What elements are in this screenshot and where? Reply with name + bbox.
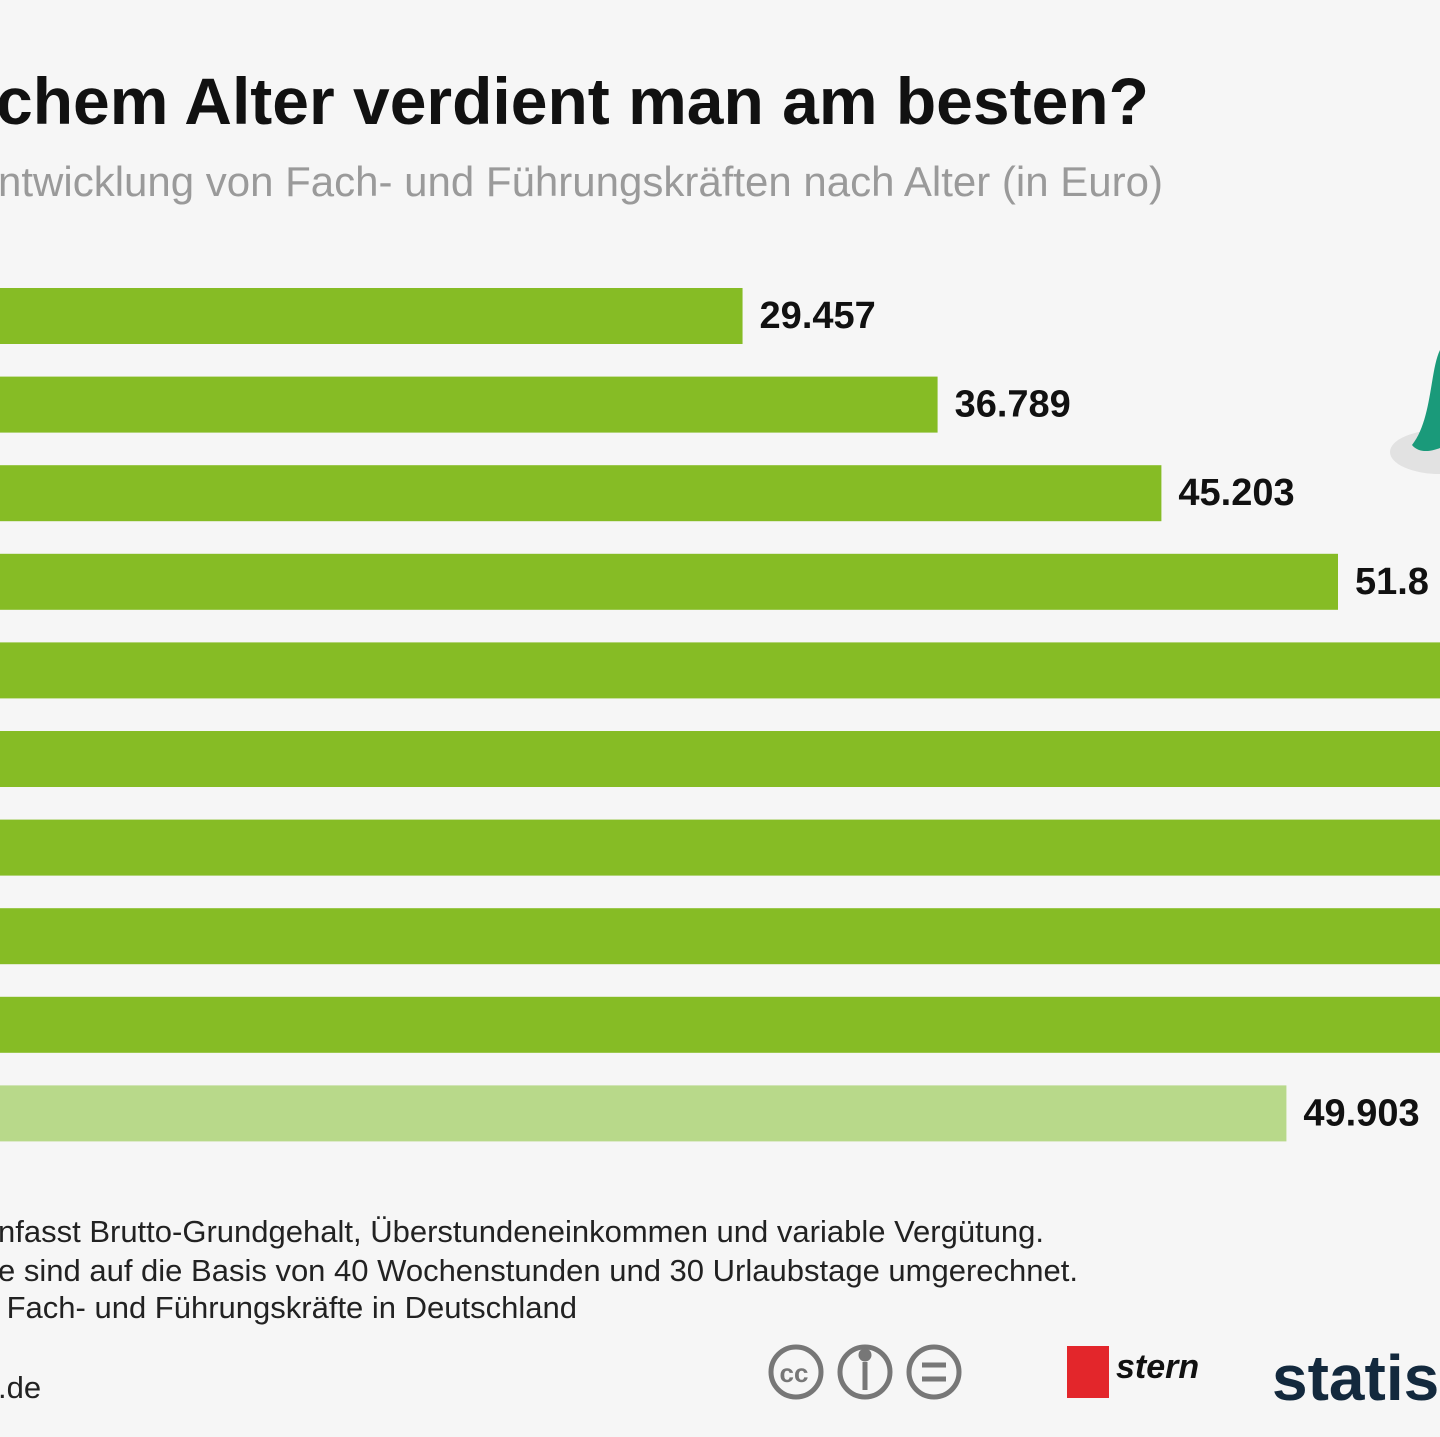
bar [0,908,1440,965]
bar [0,1085,1287,1142]
cc-mark: cc [780,1358,809,1388]
value-label: 45.203 [1178,472,1294,514]
brand: stern [1116,1348,1199,1386]
bar [0,996,1440,1053]
value-label: 36.789 [955,384,1071,426]
value-label: 29.457 [760,295,876,337]
bar [0,553,1338,610]
illustration [1390,350,1440,474]
bar [0,288,743,344]
value-label: 49.903 [1303,1092,1419,1134]
footnote: Fach- und Führungskräfte in Deutschland [0,1290,577,1325]
chart-subtitle: ntwicklung von Fach- und Führungskräften… [0,158,1163,205]
footnote: e sind auf die Basis von 40 Wochenstunde… [0,1253,1078,1288]
value-label: 51.8 [1355,561,1429,603]
brand: statist [1272,1342,1440,1414]
bar [0,465,1162,522]
footnote: nfasst Brutto-Grundgehalt, Überstundenei… [0,1214,1044,1249]
bar [0,642,1440,699]
cc-icons [768,1344,962,1400]
bar [0,819,1440,876]
source: .de [0,1370,41,1405]
bar [0,376,938,433]
stern-logo [1067,1346,1109,1398]
bar [0,731,1440,787]
chart-title: chem Alter verdient man am besten? [0,64,1149,138]
